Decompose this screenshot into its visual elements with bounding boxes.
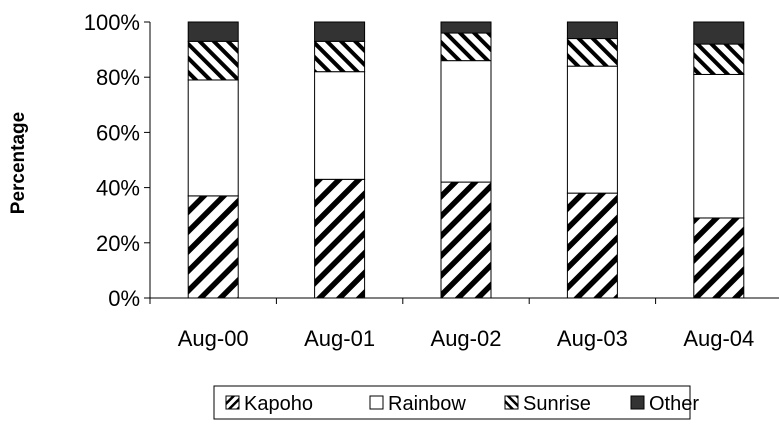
x-tick-label: Aug-04 [683, 326, 754, 351]
x-tick-label: Aug-02 [431, 326, 502, 351]
bar-segment-rainbow [693, 73, 745, 219]
bar-segment-kapoho [187, 195, 239, 299]
y-axis-title: Percentage [8, 112, 29, 214]
x-tick-label: Aug-00 [178, 326, 249, 351]
legend-swatch-kapoho [225, 395, 240, 410]
x-tick-label: Aug-03 [557, 326, 628, 351]
bar-segment-other [693, 21, 745, 45]
bar-segment-other [440, 21, 492, 34]
bar-segment-sunrise [187, 40, 239, 81]
x-tick-label: Aug-01 [304, 326, 375, 351]
bar-segment-other [566, 21, 618, 40]
y-tick-label: 40% [96, 176, 140, 201]
bar-segment-other [314, 21, 366, 42]
y-tick-label: 20% [96, 231, 140, 256]
bar-segment-kapoho [566, 192, 618, 299]
y-tick-label: 0% [108, 286, 140, 311]
legend-label-sunrise: Sunrise [523, 393, 591, 415]
legend-box [213, 385, 691, 420]
bar-segment-sunrise [314, 40, 366, 73]
bar-segment-other [187, 21, 239, 42]
bar-segment-rainbow [187, 79, 239, 197]
legend-swatch-sunrise [504, 395, 519, 410]
y-axis: 0% 20% 40% 60% 80% 100% [84, 10, 151, 311]
legend-swatch-other [630, 395, 645, 410]
bar-segment-rainbow [440, 60, 492, 183]
y-tick-label: 60% [96, 120, 140, 145]
legend-label-rainbow: Rainbow [388, 393, 466, 415]
y-tick-label: 80% [96, 65, 140, 90]
bar-segment-rainbow [566, 65, 618, 194]
legend-swatch-rainbow [369, 395, 384, 410]
bar-segment-sunrise [440, 32, 492, 62]
legend-label-kapoho: Kapoho [244, 393, 313, 415]
bars [187, 21, 745, 299]
x-axis: Aug-00 Aug-01 Aug-02 Aug-03 Aug-04 [149, 297, 779, 351]
legend: Kapoho Rainbow Sunrise Other [213, 385, 699, 420]
bar-segment-kapoho [440, 181, 492, 299]
y-tick-label: 100% [84, 10, 140, 35]
legend-label-other: Other [649, 393, 699, 415]
bar-segment-sunrise [566, 38, 618, 67]
bar-segment-kapoho [693, 217, 745, 299]
bar-segment-sunrise [693, 43, 745, 75]
bar-segment-kapoho [314, 178, 366, 299]
bar-segment-rainbow [314, 71, 366, 180]
